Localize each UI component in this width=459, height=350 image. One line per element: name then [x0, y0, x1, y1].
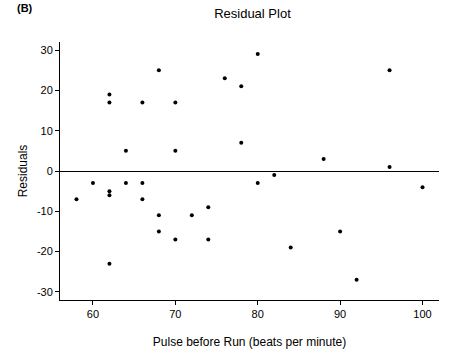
svg-text:10: 10	[41, 125, 53, 137]
svg-text:-10: -10	[37, 205, 53, 217]
svg-text:100: 100	[413, 308, 431, 320]
svg-text:Residual Plot: Residual Plot	[214, 6, 291, 21]
svg-text:90: 90	[334, 308, 346, 320]
svg-text:20: 20	[41, 84, 53, 96]
svg-text:-30: -30	[37, 286, 53, 298]
svg-text:70: 70	[169, 308, 181, 320]
svg-text:60: 60	[87, 308, 99, 320]
svg-text:Pulse before Run (beats per mi: Pulse before Run (beats per minute)	[153, 335, 346, 349]
svg-text:(B): (B)	[17, 2, 33, 14]
svg-text:Residuals: Residuals	[16, 145, 30, 198]
svg-text:80: 80	[252, 308, 264, 320]
svg-text:-20: -20	[37, 245, 53, 257]
svg-text:0: 0	[47, 165, 53, 177]
svg-text:30: 30	[41, 44, 53, 56]
